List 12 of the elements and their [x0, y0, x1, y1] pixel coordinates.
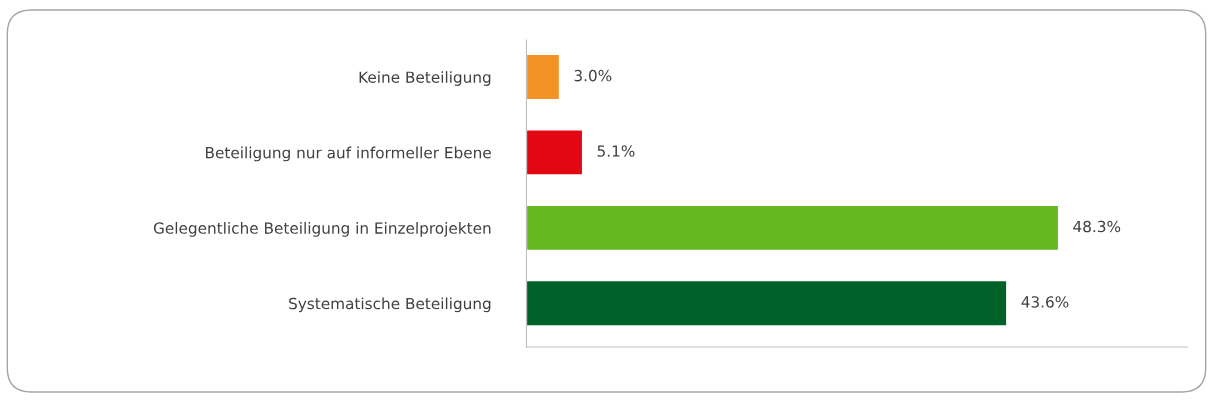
y-tick-label: Beteiligung nur auf informeller Ebene: [206, 146, 491, 162]
data-label: 43.6%: [1021, 296, 1069, 308]
y-tick-label: Gelegentliche Beteiligung in Einzelprojekten: [153, 222, 491, 237]
bar: [526, 53, 561, 101]
data-label: 5.1%: [597, 145, 635, 157]
y-tick-label: Keine Beteiligung: [359, 71, 491, 86]
bar: [526, 204, 1060, 252]
y-tick-label: Systematische Beteiligung: [289, 297, 491, 313]
bar: [526, 129, 584, 176]
data-label: 48.3%: [1073, 220, 1121, 233]
data-label: 3.0%: [574, 69, 612, 82]
bar: [526, 279, 1008, 327]
